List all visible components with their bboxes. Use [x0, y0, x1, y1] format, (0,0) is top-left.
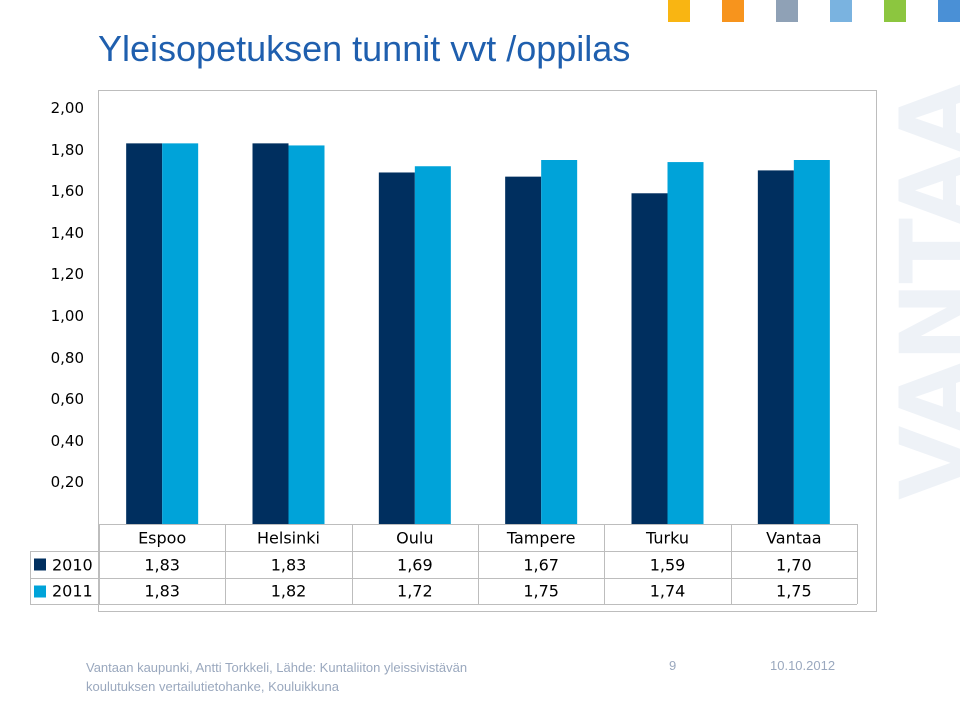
y-tick-label: 1,60: [50, 182, 84, 201]
y-tick-label: 0,60: [50, 390, 84, 409]
data-value-label: 1,83: [270, 555, 307, 574]
x-category-label: Tampere: [506, 528, 576, 547]
y-tick-label: 0,20: [50, 473, 84, 492]
y-tick-label: 0,80: [50, 348, 84, 367]
data-value-label: 1,69: [397, 555, 433, 574]
legend-entry: 2011: [34, 582, 93, 601]
bar-2011-vantaa: [793, 160, 830, 524]
data-value-label: 1,72: [397, 581, 433, 601]
y-tick-label: 1,80: [50, 140, 84, 159]
data-value-label: 1,74: [649, 581, 686, 601]
footer-source: Vantaan kaupunki, Antti Torkkeli, Lähde:…: [86, 658, 486, 696]
table-gridline: [351, 524, 353, 604]
legend-swatch: [34, 585, 46, 597]
bar-2010-turku: [631, 193, 668, 524]
table-gridline: [30, 551, 31, 604]
brand-square: [722, 0, 744, 22]
bar-2010-tampere: [505, 176, 542, 524]
footer-date: 10.10.2012: [770, 658, 836, 673]
table-gridline: [30, 604, 857, 605]
data-value-label: 1,83: [144, 581, 180, 601]
brand-square: [884, 0, 906, 22]
table-gridline: [857, 524, 858, 604]
bar-2010-espoo: [126, 143, 163, 525]
bar-2011-tampere: [541, 160, 578, 524]
footer-source-line-1: Vantaan kaupunki, Antti Torkkeli, Lähde:…: [86, 660, 468, 675]
y-tick-label: 1,40: [50, 223, 84, 242]
bar-2010-oulu: [378, 172, 415, 525]
x-category-label: Espoo: [138, 528, 187, 547]
slide-title: Yleisopetuksen tunnit vvt /oppilas: [98, 28, 631, 69]
brand-square: [776, 0, 798, 22]
brand-color-squares: [0, 0, 960, 24]
footer-source-line-2: koulutuksen vertailutietohanke, Kouluikk…: [86, 679, 339, 694]
y-tick-label: 1,00: [50, 307, 84, 325]
data-value-label: 1,67: [523, 555, 559, 574]
data-value-label: 1,75: [776, 581, 812, 601]
data-value-label: 1,83: [144, 555, 180, 574]
y-tick-label: 1,20: [50, 265, 84, 284]
brand-square: [938, 0, 960, 22]
x-category-label: Oulu: [396, 528, 434, 547]
data-value-label: 1,70: [776, 555, 812, 574]
x-category-label: Vantaa: [766, 528, 822, 547]
brand-square: [830, 0, 852, 22]
x-category-label: Turku: [646, 528, 689, 547]
page-number: 9: [669, 658, 677, 673]
bar-2011-helsinki: [288, 145, 325, 524]
bar-2011-espoo: [162, 143, 199, 525]
table-gridline: [730, 524, 732, 604]
bar-2010-vantaa: [757, 170, 794, 524]
bar-2011-oulu: [414, 166, 451, 525]
table-gridline: [478, 524, 479, 604]
brand-square: [668, 0, 690, 22]
legend-swatch: [34, 558, 46, 571]
legend-label: 2011: [52, 581, 93, 601]
y-tick-label: 2,00: [50, 99, 84, 117]
x-category-label: Helsinki: [257, 528, 320, 547]
bar-2011-turku: [667, 162, 704, 524]
y-tick-label: 0,40: [50, 431, 84, 450]
table-gridline: [30, 551, 857, 552]
table-gridline: [604, 524, 606, 604]
data-value-label: 1,59: [649, 555, 686, 574]
table-gridline: [225, 524, 227, 604]
legend-label: 2010: [52, 555, 93, 574]
table-gridline: [99, 524, 100, 604]
bar-2010-helsinki: [252, 143, 289, 525]
data-value-label: 1,75: [523, 581, 559, 601]
chart-plot-frame: [98, 90, 877, 612]
legend-entry: 2010: [34, 555, 93, 574]
data-value-label: 1,82: [270, 581, 307, 601]
table-gridline: [30, 578, 857, 579]
